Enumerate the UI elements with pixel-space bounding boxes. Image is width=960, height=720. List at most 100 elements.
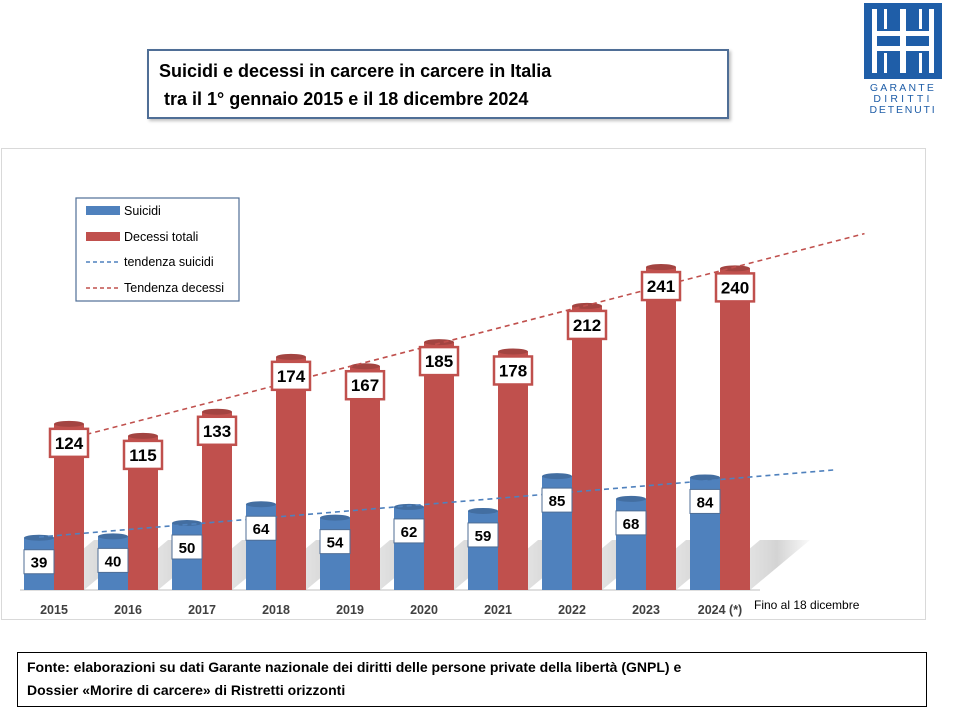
bar-cap-decessi-2023: [646, 264, 676, 271]
bar-cap-decessi-2020: [424, 339, 454, 346]
data-label-box-suicidi-2017: [171, 534, 203, 560]
data-label-box-decessi-2023: [640, 270, 682, 302]
x-tick-2018: 2018: [262, 603, 290, 617]
data-label-suicidi-2022: 85: [549, 493, 566, 510]
data-label-suicidi-2024 (*): 84: [697, 494, 714, 511]
data-label-suicidi-2019: 54: [327, 535, 344, 552]
data-label-decessi-2018: 174: [277, 367, 306, 386]
x-tick-2024 (*): 2024 (*): [698, 603, 742, 617]
data-label-box-suicidi-2022: [541, 487, 573, 513]
data-label-decessi-2022: 212: [573, 316, 601, 335]
bars: [24, 264, 750, 590]
data-label-box-suicidi-2023: [615, 510, 647, 536]
bar-cap-suicidi-2021: [468, 507, 498, 514]
data-label-suicidi-2020: 62: [401, 524, 418, 541]
annotation-fino: Fino al 18 dicembre: [754, 598, 860, 612]
data-label-suicidi-2015: 39: [31, 555, 48, 572]
bar-decessi-2024 (*): [720, 268, 750, 590]
bar-cap-suicidi-2015: [24, 534, 54, 541]
x-tick-2023: 2023: [632, 603, 660, 617]
garante-logo: GARANTE DIRITTI DETENUTI: [864, 3, 942, 115]
data-label-box-suicidi-2021: [467, 522, 499, 548]
legend-label-tendenza-suicidi: tendenza suicidi: [124, 255, 214, 269]
bar-cap-decessi-2016: [128, 432, 158, 439]
data-label-box-decessi-2021: [492, 355, 534, 386]
legend-box: [75, 197, 240, 302]
bar-chart: 39 124 40 115 50 133 64 174 54 167 62 185 59 178 85 212…: [20, 197, 865, 617]
x-tick-2021: 2021: [484, 603, 512, 617]
bar-cap-suicidi-2024 (*): [690, 474, 720, 481]
chart-title-line-1: Suicidi e decessi in carcere in carcere …: [159, 61, 552, 81]
data-label-suicidi-2023: 68: [623, 516, 640, 533]
bar-cap-suicidi-2016: [98, 533, 128, 540]
trendline-decessi: [68, 232, 865, 440]
x-tick-2022: 2022: [558, 603, 586, 617]
chart-title-line-2: tra il 1° gennaio 2015 e il 18 dicembre …: [159, 89, 529, 109]
legend-label-decessi: Decessi totali: [124, 230, 198, 244]
data-label-suicidi-2018: 64: [253, 521, 270, 538]
trendline-suicidi: [38, 469, 835, 538]
data-label-decessi-2024 (*): 240: [721, 278, 749, 297]
logo-text-1: GARANTE: [870, 82, 936, 94]
x-tick-2016: 2016: [114, 603, 142, 617]
bar-cap-decessi-2015: [54, 420, 84, 427]
x-tick-2020: 2020: [410, 603, 438, 617]
bar-decessi-2019: [350, 366, 380, 590]
data-label-suicidi-2016: 40: [105, 553, 122, 570]
data-label-box-decessi-2018: [270, 360, 312, 392]
data-label-suicidi-2017: 50: [179, 540, 196, 557]
logo-text-3: DETENUTI: [870, 104, 937, 115]
data-label-box-suicidi-2016: [97, 547, 129, 573]
data-label-box-suicidi-2015: [23, 549, 55, 575]
data-label-box-suicidi-2024 (*): [689, 488, 721, 514]
data-label-box-decessi-2024 (*): [714, 272, 756, 303]
bar-decessi-2020: [424, 342, 454, 590]
x-tick-labels: 2015 2016 2017 2018 2019 2020 2021 2022 2023 2024…: [40, 603, 742, 617]
data-labels: 39 124 40 115 50 133 64 174 54 167 62 185 59 178 85 212…: [23, 270, 756, 575]
logo-text-2: DIRITTI: [873, 93, 932, 105]
legend-swatch-suicidi: [86, 206, 120, 215]
data-label-decessi-2021: 178: [499, 361, 527, 380]
legend-swatch-decessi: [86, 232, 120, 241]
bar-cap-decessi-2021: [498, 348, 528, 355]
bar-cap-decessi-2019: [350, 363, 380, 370]
bar-cap-decessi-2024 (*): [720, 265, 750, 272]
logo-mark: [872, 9, 934, 73]
bar-cap-suicidi-2018: [246, 501, 276, 508]
source-box: Fonte: elaborazioni su dati Garante nazi…: [17, 652, 927, 707]
data-label-decessi-2017: 133: [203, 422, 231, 441]
bar-cap-suicidi-2023: [616, 495, 646, 502]
source-line-2: Dossier «Morire di carcere» di Ristretti…: [27, 682, 346, 698]
bar-decessi-2018: [276, 356, 306, 590]
data-label-decessi-2019: 167: [351, 376, 379, 395]
trendlines: [38, 232, 865, 538]
x-tick-2015: 2015: [40, 603, 68, 617]
source-line-1: Fonte: elaborazioni su dati Garante nazi…: [27, 659, 682, 675]
legend-label-tendenza-decessi: Tendenza decessi: [124, 281, 224, 295]
data-label-box-suicidi-2019: [319, 529, 351, 555]
data-label-decessi-2015: 124: [55, 434, 84, 453]
bar-cap-suicidi-2019: [320, 514, 350, 521]
data-label-suicidi-2021: 59: [475, 528, 492, 545]
x-tick-2019: 2019: [336, 603, 364, 617]
data-label-box-suicidi-2020: [393, 518, 425, 544]
data-label-decessi-2023: 241: [647, 277, 675, 296]
bar-decessi-2021: [498, 351, 528, 590]
data-label-box-decessi-2016: [122, 439, 164, 471]
data-label-decessi-2016: 115: [129, 446, 156, 465]
data-label-decessi-2020: 185: [425, 352, 453, 371]
chart-title-box: Suicidi e decessi in carcere in carcere …: [147, 49, 729, 119]
data-label-box-decessi-2022: [566, 309, 608, 341]
data-label-box-decessi-2020: [418, 345, 460, 377]
bar-cap-decessi-2018: [276, 353, 306, 360]
x-tick-2017: 2017: [188, 603, 216, 617]
bar-decessi-2022: [572, 305, 602, 590]
data-label-box-decessi-2017: [196, 415, 238, 447]
bar-cap-suicidi-2022: [542, 473, 572, 480]
legend-label-suicidi: Suicidi: [124, 204, 161, 218]
data-label-box-decessi-2019: [344, 369, 386, 401]
bar-decessi-2023: [646, 267, 676, 590]
data-label-box-suicidi-2018: [245, 515, 277, 541]
bar-cap-decessi-2017: [202, 408, 232, 415]
data-label-box-decessi-2015: [48, 427, 90, 459]
